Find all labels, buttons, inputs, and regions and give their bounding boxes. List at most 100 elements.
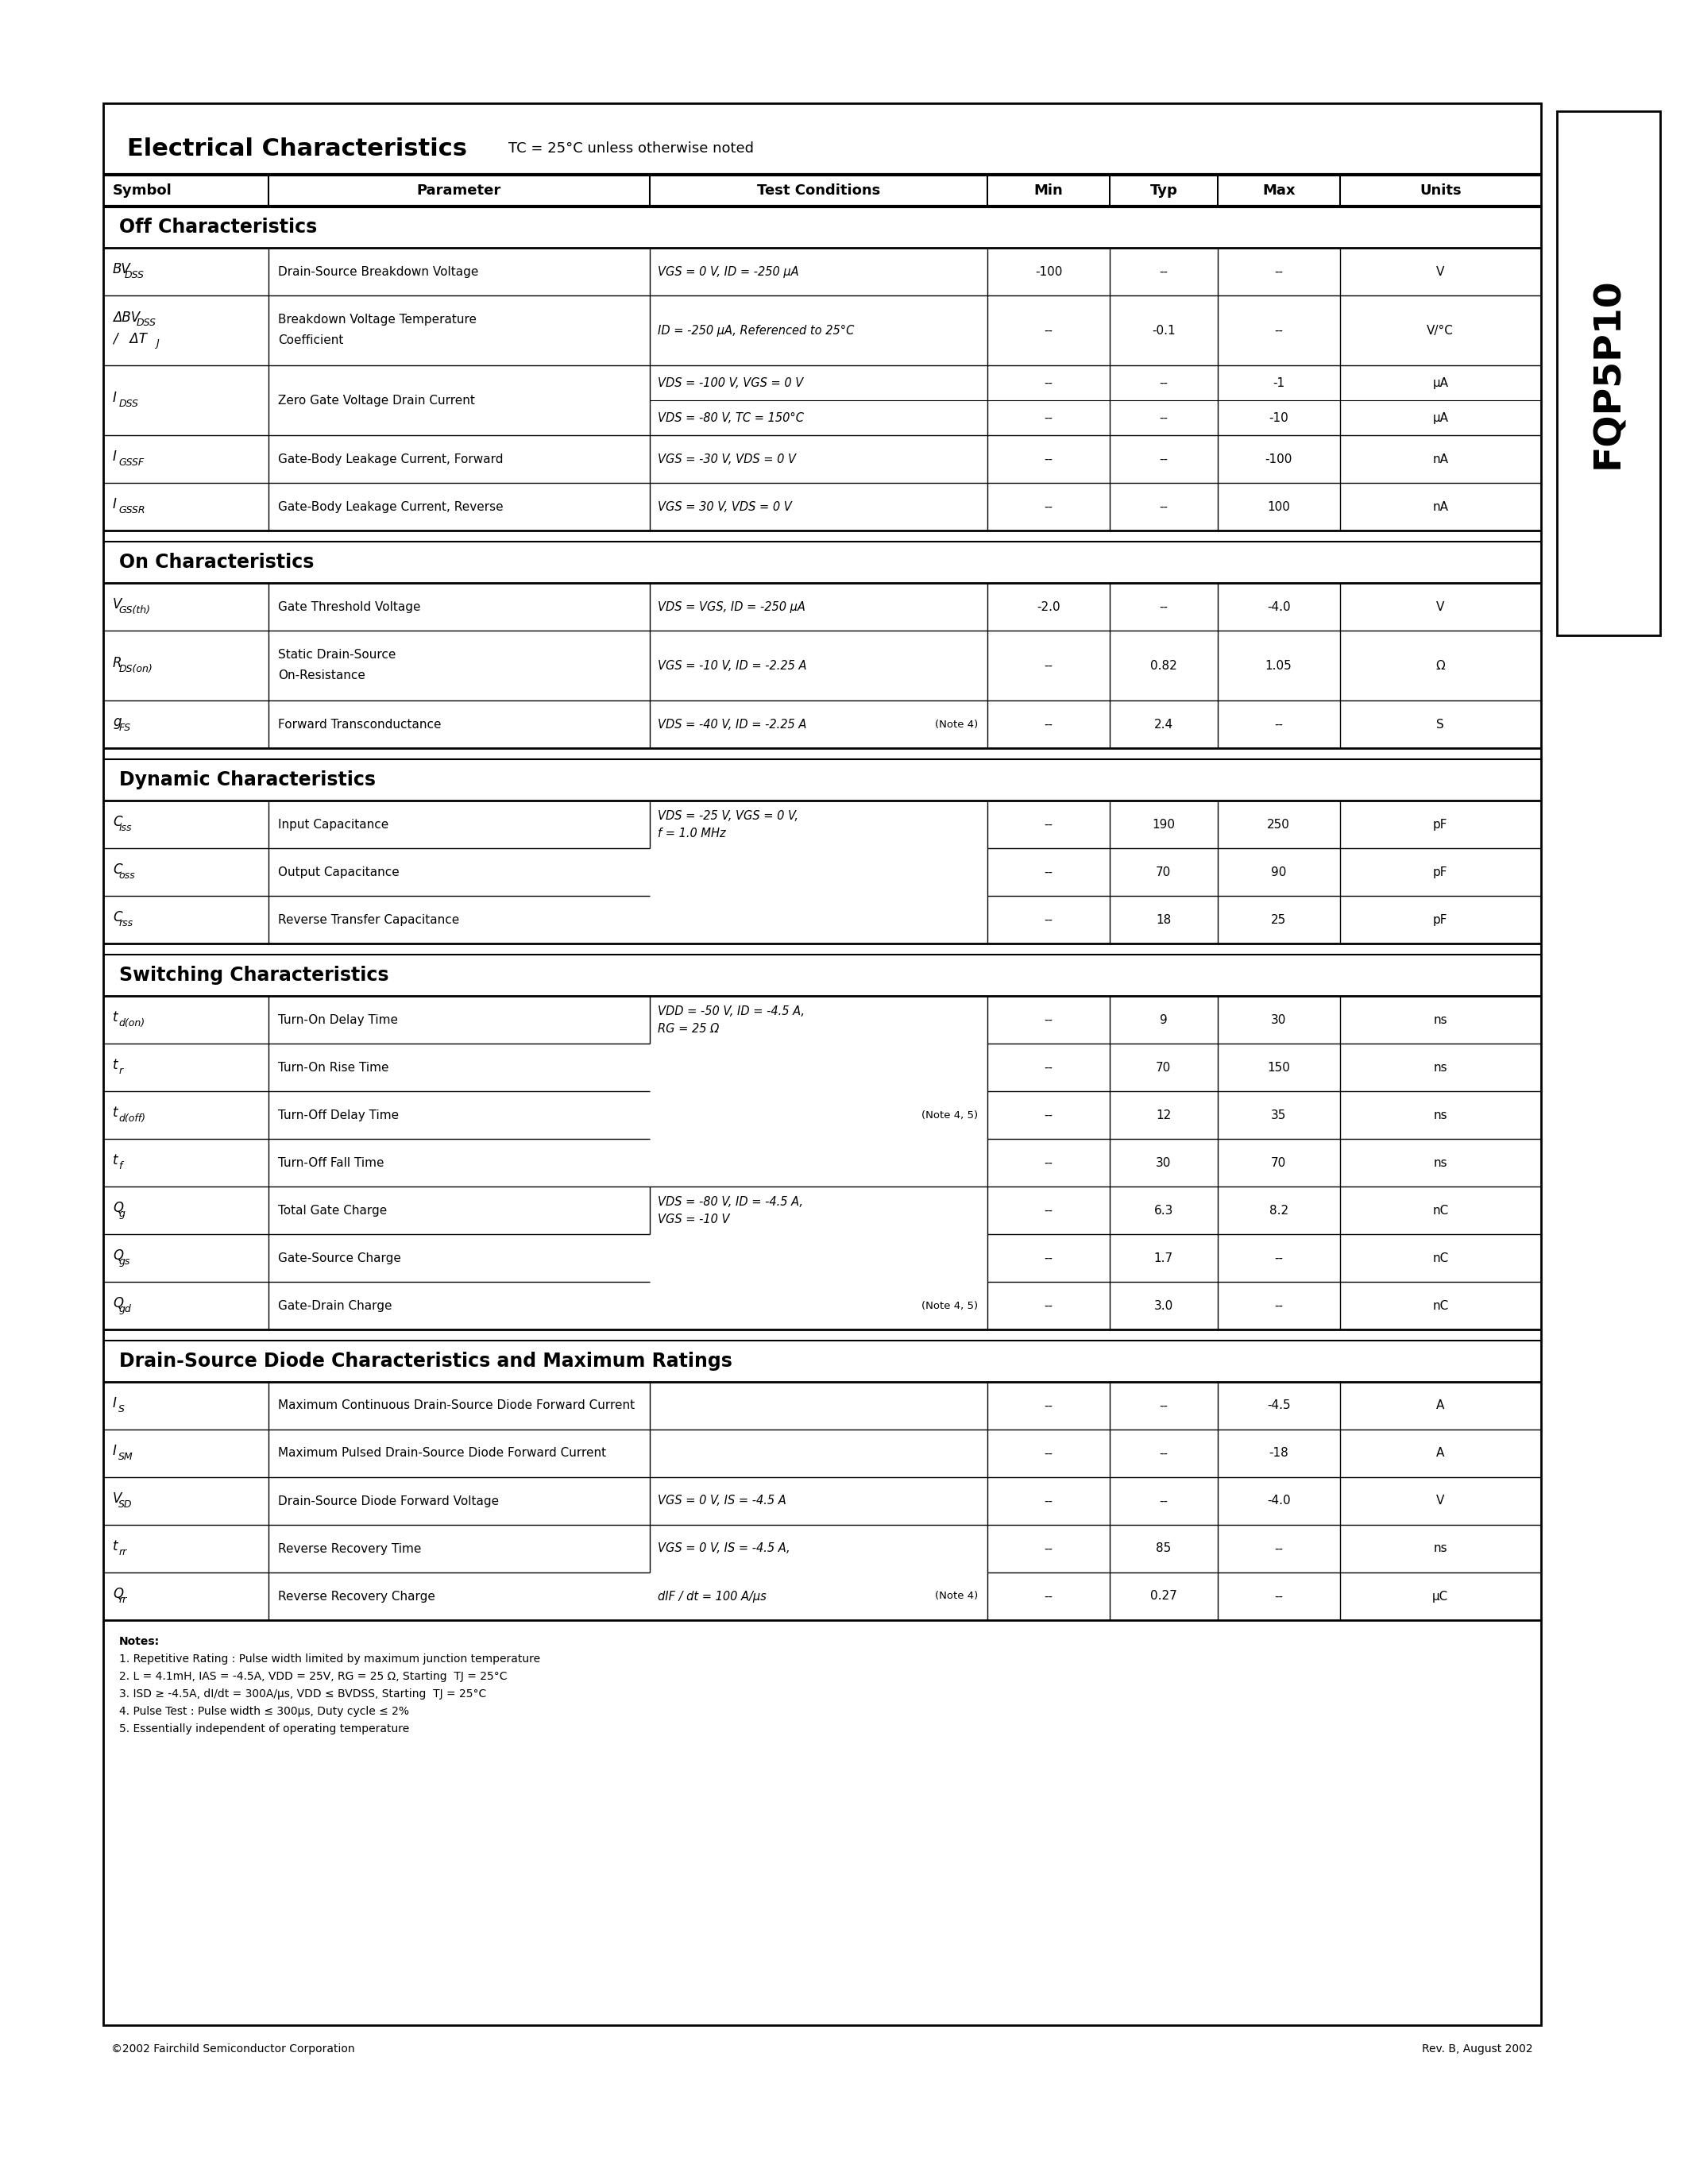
Text: C: C	[113, 863, 122, 876]
Text: VGS = 30 V, VDS = 0 V: VGS = 30 V, VDS = 0 V	[658, 500, 792, 513]
Text: Turn-Off Fall Time: Turn-Off Fall Time	[279, 1158, 385, 1168]
Text: 8.2: 8.2	[1269, 1203, 1288, 1216]
Text: rr: rr	[118, 1546, 127, 1557]
Text: Total Gate Charge: Total Gate Charge	[279, 1203, 387, 1216]
Text: On-Resistance: On-Resistance	[279, 668, 365, 681]
Text: SM: SM	[118, 1452, 133, 1461]
Text: -18: -18	[1269, 1448, 1288, 1459]
Text: Drain-Source Breakdown Voltage: Drain-Source Breakdown Voltage	[279, 266, 479, 277]
Text: gs: gs	[118, 1256, 130, 1267]
Text: /   ΔT: / ΔT	[113, 332, 147, 345]
Text: Min: Min	[1035, 183, 1063, 199]
Text: V/°C: V/°C	[1426, 325, 1453, 336]
Text: ΔBV: ΔBV	[113, 310, 140, 325]
Text: I: I	[113, 391, 116, 404]
Text: I: I	[113, 498, 116, 511]
Text: 5. Essentially independent of operating temperature: 5. Essentially independent of operating …	[120, 1723, 408, 1734]
Text: nC: nC	[1433, 1299, 1448, 1313]
Text: --: --	[1045, 719, 1053, 729]
Text: -100: -100	[1264, 452, 1293, 465]
Text: Breakdown Voltage Temperature: Breakdown Voltage Temperature	[279, 312, 476, 325]
Text: ns: ns	[1433, 1109, 1447, 1120]
Text: S: S	[1436, 719, 1445, 729]
Text: Turn-Off Delay Time: Turn-Off Delay Time	[279, 1109, 398, 1120]
Text: Forward Transconductance: Forward Transconductance	[279, 719, 441, 729]
Text: VDS = -80 V, TC = 150°C: VDS = -80 V, TC = 150°C	[658, 413, 803, 424]
Text: VDS = -25 V, VGS = 0 V,: VDS = -25 V, VGS = 0 V,	[658, 810, 798, 821]
Text: 25: 25	[1271, 913, 1286, 926]
Text: 190: 190	[1153, 819, 1175, 830]
Text: VGS = -30 V, VDS = 0 V: VGS = -30 V, VDS = 0 V	[658, 452, 795, 465]
Text: --: --	[1045, 1448, 1053, 1459]
Text: --: --	[1274, 266, 1283, 277]
Text: TC = 25°C unless otherwise noted: TC = 25°C unless otherwise noted	[508, 142, 755, 155]
Text: I: I	[113, 1444, 116, 1459]
Text: --: --	[1045, 867, 1053, 878]
Text: nA: nA	[1433, 500, 1448, 513]
Text: Output Capacitance: Output Capacitance	[279, 867, 400, 878]
Text: --: --	[1160, 500, 1168, 513]
Text: --: --	[1045, 660, 1053, 670]
Text: Typ: Typ	[1150, 183, 1178, 199]
Text: 2.4: 2.4	[1155, 719, 1173, 729]
Text: t: t	[113, 1105, 118, 1120]
Text: oss: oss	[118, 869, 135, 880]
Text: 30: 30	[1156, 1158, 1171, 1168]
Text: pF: pF	[1433, 867, 1448, 878]
Text: --: --	[1045, 1542, 1053, 1555]
Text: t: t	[113, 1057, 118, 1072]
Text: V: V	[1436, 1496, 1445, 1507]
Text: V: V	[113, 596, 122, 612]
Text: Q: Q	[113, 1201, 123, 1214]
Text: Gate-Body Leakage Current, Reverse: Gate-Body Leakage Current, Reverse	[279, 500, 503, 513]
Text: r: r	[118, 1066, 123, 1077]
Text: 6.3: 6.3	[1155, 1203, 1173, 1216]
Text: d(on): d(on)	[118, 1018, 145, 1029]
Text: 70: 70	[1156, 867, 1171, 878]
Text: Rev. B, August 2002: Rev. B, August 2002	[1423, 2044, 1533, 2055]
Text: -2.0: -2.0	[1036, 601, 1060, 614]
Text: VDS = -80 V, ID = -4.5 A,: VDS = -80 V, ID = -4.5 A,	[658, 1195, 803, 1208]
Text: -100: -100	[1035, 266, 1062, 277]
Text: -1: -1	[1273, 378, 1285, 389]
Text: Turn-On Delay Time: Turn-On Delay Time	[279, 1013, 398, 1026]
Text: ID = -250 μA, Referenced to 25°C: ID = -250 μA, Referenced to 25°C	[658, 325, 854, 336]
Text: Parameter: Parameter	[417, 183, 501, 199]
Text: Reverse Recovery Time: Reverse Recovery Time	[279, 1542, 422, 1555]
Text: VDS = -40 V, ID = -2.25 A: VDS = -40 V, ID = -2.25 A	[658, 719, 807, 729]
Text: Switching Characteristics: Switching Characteristics	[120, 965, 388, 985]
Text: d(off): d(off)	[118, 1114, 145, 1123]
Text: J: J	[155, 339, 159, 347]
Text: --: --	[1045, 1496, 1053, 1507]
Text: --: --	[1045, 1400, 1053, 1411]
Text: t: t	[113, 1011, 118, 1024]
Text: --: --	[1160, 452, 1168, 465]
Text: GSSR: GSSR	[118, 505, 145, 515]
Text: Max: Max	[1263, 183, 1295, 199]
Text: VGS = -10 V: VGS = -10 V	[658, 1212, 729, 1225]
Text: 100: 100	[1268, 500, 1290, 513]
Text: 1.7: 1.7	[1155, 1251, 1173, 1265]
Text: Q: Q	[113, 1295, 123, 1310]
Text: ns: ns	[1433, 1013, 1447, 1026]
Text: --: --	[1160, 413, 1168, 424]
Text: VGS = 0 V, IS = -4.5 A: VGS = 0 V, IS = -4.5 A	[658, 1496, 787, 1507]
Text: f = 1.0 MHz: f = 1.0 MHz	[658, 828, 726, 839]
Text: SD: SD	[118, 1498, 132, 1509]
Text: A: A	[1436, 1400, 1445, 1411]
Text: nA: nA	[1433, 452, 1448, 465]
Text: 30: 30	[1271, 1013, 1286, 1026]
Text: Electrical Characteristics: Electrical Characteristics	[127, 138, 468, 159]
Text: Input Capacitance: Input Capacitance	[279, 819, 388, 830]
Text: A: A	[1436, 1448, 1445, 1459]
Text: --: --	[1045, 452, 1053, 465]
Bar	[1556, 111, 1661, 636]
Text: gd: gd	[118, 1304, 132, 1315]
Text: FQP5P10: FQP5P10	[1590, 277, 1627, 470]
Text: Coefficient: Coefficient	[279, 334, 344, 345]
Text: pF: pF	[1433, 913, 1448, 926]
Text: 12: 12	[1156, 1109, 1171, 1120]
Text: --: --	[1160, 1400, 1168, 1411]
Text: -4.5: -4.5	[1268, 1400, 1290, 1411]
Text: ns: ns	[1433, 1542, 1447, 1555]
